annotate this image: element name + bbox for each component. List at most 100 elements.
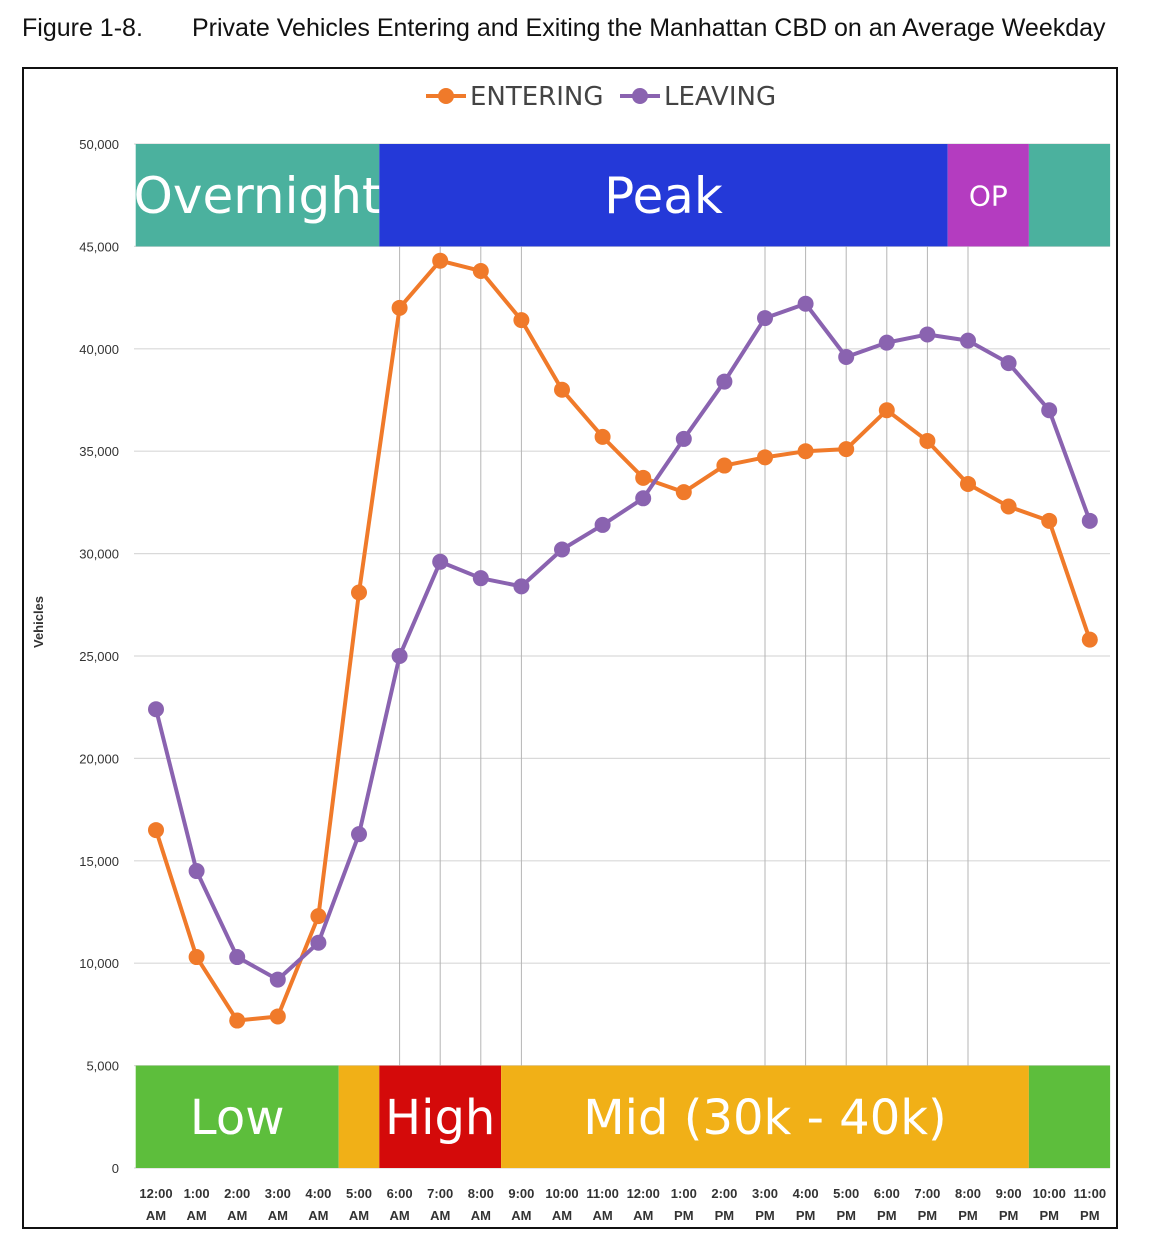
x-tick-label: 3:00 [265, 1186, 291, 1201]
data-point-leaving [1081, 512, 1098, 529]
data-point-leaving [1041, 402, 1058, 419]
data-point-leaving [432, 553, 449, 570]
legend-swatch-marker [438, 88, 454, 104]
data-point-leaving [757, 310, 773, 327]
data-point-entering [391, 299, 408, 316]
x-tick-label-period: AM [633, 1208, 653, 1223]
x-tick-label-period: AM [268, 1208, 288, 1223]
series-line-leaving [154, 301, 1092, 982]
bottom-band-label: Low [190, 1090, 285, 1146]
x-tick-label: 10:00 [545, 1186, 578, 1201]
data-point-entering [472, 262, 489, 279]
y-tick-label: 35,000 [79, 444, 119, 459]
x-tick-label: 12:00 [139, 1186, 172, 1201]
bottom-band-label: Mid (30k - 40k) [583, 1090, 947, 1146]
data-point-leaving [188, 863, 205, 880]
x-tick-label-period: AM [186, 1208, 206, 1223]
x-axis: 12:00 AM 1:00 AM 2:00 AM 3:00 AM 4:00 AM 5:00 AM 6:0… [139, 1186, 1106, 1223]
bottom-band [135, 1065, 339, 1168]
x-tick-label: 6:00 [387, 1186, 413, 1201]
data-point-entering [675, 484, 692, 501]
data-point-entering [716, 457, 733, 474]
y-tick-label: 10,000 [79, 956, 119, 971]
x-tick-label-period: AM [552, 1208, 572, 1223]
x-tick-label: 6:00 [874, 1186, 900, 1201]
data-point-leaving [919, 326, 936, 343]
data-point-entering [310, 908, 327, 925]
data-point-entering [797, 443, 814, 460]
x-tick-label-period: PM [958, 1208, 978, 1223]
y-axis: 0 5,000 10,000 15,000 20,000 25,000 30,000 35,0… [79, 137, 119, 1176]
x-tick-label: 8:00 [955, 1186, 981, 1201]
legend-label-entering: ENTERING [470, 82, 604, 112]
x-tick-label-period: AM [227, 1208, 247, 1223]
y-tick-label: 50,000 [79, 137, 119, 152]
bottom-band [379, 1065, 502, 1168]
data-point-entering [188, 949, 205, 966]
data-point-leaving [229, 949, 246, 966]
top-band-label: Peak [604, 167, 723, 225]
data-point-entering [148, 822, 164, 839]
top-band [135, 144, 380, 247]
data-point-entering [635, 469, 652, 486]
top-band-label: Overnight [134, 167, 382, 225]
bottom-band-label: High [385, 1090, 495, 1146]
data-point-leaving [391, 648, 408, 664]
data-point-entering [269, 1008, 286, 1025]
x-tick-label-period: AM [308, 1208, 328, 1223]
x-tick-label-period: AM [430, 1208, 450, 1223]
top-band [1028, 144, 1111, 247]
data-point-leaving [878, 334, 895, 351]
data-point-leaving [675, 430, 692, 447]
x-tick-label: 4:00 [793, 1186, 819, 1201]
data-point-entering [554, 381, 570, 398]
chart-frame [22, 67, 1118, 1229]
x-tick-label: 9:00 [508, 1186, 534, 1201]
x-tick-label: 1:00 [184, 1186, 210, 1201]
data-point-entering [878, 402, 895, 419]
data-point-leaving [838, 348, 855, 365]
data-point-leaving [554, 541, 570, 558]
x-tick-label-period: PM [715, 1208, 735, 1223]
y-tick-label: 45,000 [79, 239, 119, 254]
y-tick-label: 15,000 [79, 854, 119, 869]
x-tick-label: 2:00 [224, 1186, 250, 1201]
data-point-leaving [1000, 355, 1017, 372]
data-point-leaving [310, 934, 327, 951]
x-tick-label: 11:00 [586, 1186, 619, 1201]
data-point-leaving [960, 332, 976, 349]
x-tick-label-period: PM [999, 1208, 1019, 1223]
x-tick-label: 3:00 [752, 1186, 778, 1201]
x-tick-label: 5:00 [833, 1186, 859, 1201]
y-tick-label: 30,000 [79, 547, 119, 562]
x-tick-label-period: PM [796, 1208, 816, 1223]
data-point-entering [594, 428, 611, 445]
figure-title-text: Private Vehicles Entering and Exiting th… [192, 14, 1106, 42]
y-tick-label: 40,000 [79, 342, 119, 357]
data-point-leaving [797, 295, 814, 312]
x-tick-label-period: PM [877, 1208, 897, 1223]
legend-swatch-marker [632, 88, 648, 104]
x-tick-label-period: AM [511, 1208, 531, 1223]
y-axis-label: Vehicles [31, 596, 46, 648]
x-tick-label-period: PM [674, 1208, 694, 1223]
data-point-leaving [635, 490, 652, 507]
x-tick-label-period: PM [836, 1208, 856, 1223]
bottom-band [501, 1065, 1029, 1168]
series-line-entering [154, 258, 1092, 1023]
figure-number: Figure 1-8. [22, 14, 143, 42]
data-point-entering [513, 312, 530, 329]
data-point-leaving [472, 570, 489, 587]
legend-label-leaving: LEAVING [664, 82, 776, 112]
x-tick-label: 9:00 [996, 1186, 1022, 1201]
x-tick-label: 7:00 [914, 1186, 940, 1201]
x-tick-label: 7:00 [427, 1186, 453, 1201]
x-tick-label-period: PM [1039, 1208, 1059, 1223]
data-point-entering [1081, 631, 1098, 648]
data-point-entering [432, 252, 449, 269]
data-point-entering [351, 584, 367, 601]
data-point-leaving [716, 373, 733, 390]
data-point-leaving [513, 578, 530, 595]
x-tick-label: 1:00 [671, 1186, 697, 1201]
